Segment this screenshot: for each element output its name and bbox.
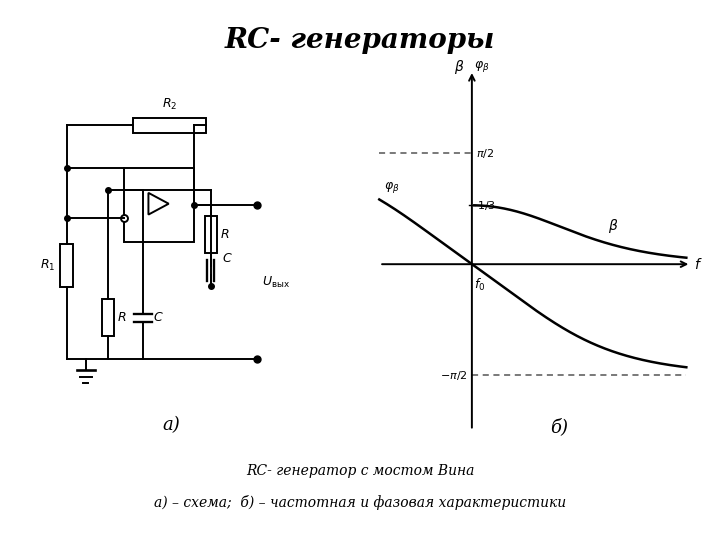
Bar <box>205 216 217 253</box>
Text: $C$: $C$ <box>222 252 233 265</box>
Text: $C$: $C$ <box>153 312 163 325</box>
Bar <box>60 244 73 287</box>
Text: $-\pi/2$: $-\pi/2$ <box>440 368 467 382</box>
Text: RC- генераторы: RC- генераторы <box>225 27 495 54</box>
Text: $\varphi_\beta$: $\varphi_\beta$ <box>474 59 490 74</box>
Text: $R_1$: $R_1$ <box>40 258 55 273</box>
Text: $\beta$: $\beta$ <box>454 58 464 76</box>
Text: $f$: $f$ <box>693 256 702 272</box>
Text: $1/3$: $1/3$ <box>477 199 495 212</box>
Text: а): а) <box>163 416 180 434</box>
Text: а) – схема;  б) – частотная и фазовая характеристики: а) – схема; б) – частотная и фазовая хар… <box>154 495 566 510</box>
Text: $U_\mathrm{вых}$: $U_\mathrm{вых}$ <box>261 274 289 289</box>
Text: $R_2$: $R_2$ <box>162 97 177 112</box>
Text: б): б) <box>551 418 569 436</box>
Text: $R$: $R$ <box>117 312 127 325</box>
Text: $R$: $R$ <box>220 228 230 241</box>
Text: $\pi/2$: $\pi/2$ <box>476 147 494 160</box>
Text: RC- генератор с мостом Вина: RC- генератор с мостом Вина <box>246 464 474 478</box>
Bar <box>102 300 114 336</box>
Text: $f_0$: $f_0$ <box>474 276 486 293</box>
Text: $\beta$: $\beta$ <box>608 217 618 235</box>
Bar <box>124 168 194 242</box>
Bar <box>133 118 206 133</box>
Text: $\varphi_\beta$: $\varphi_\beta$ <box>384 180 400 195</box>
